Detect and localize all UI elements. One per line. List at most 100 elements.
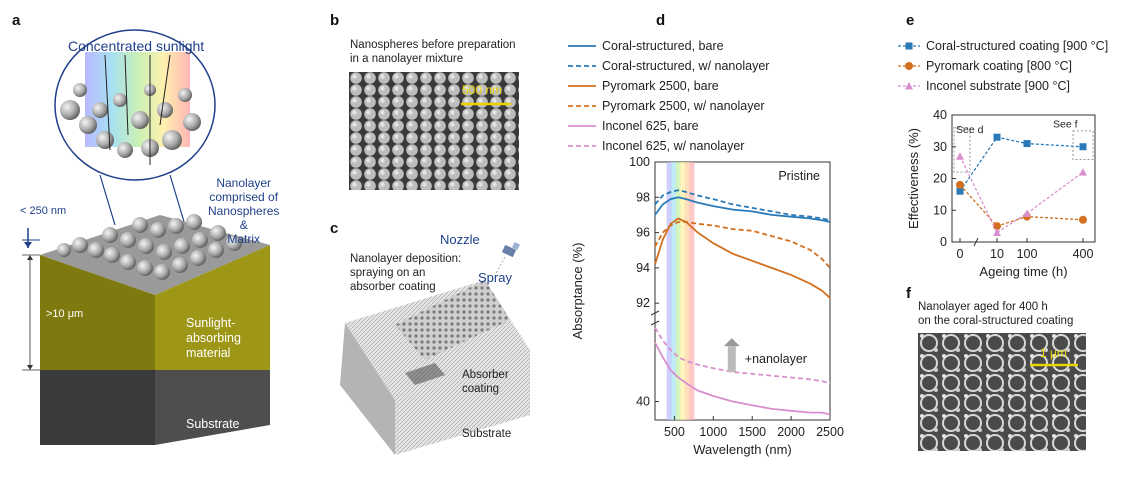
y-tick-label-e-0: 0 <box>940 235 947 249</box>
y-tick-label-d-2: 92 <box>636 296 650 310</box>
panel-c-caption-line1: Nanolayer deposition: <box>350 253 462 265</box>
see-d-box <box>953 127 971 173</box>
substrate-label-a: Substrate <box>186 417 240 431</box>
absorber-label-line2: coating <box>462 383 500 395</box>
panel-f-caption-line1: Nanolayer aged for 400 h <box>918 301 1048 313</box>
nozzle-label: Nozzle <box>440 232 480 247</box>
nanolayer-label-line4: & <box>239 218 248 232</box>
coating-side <box>395 350 530 455</box>
panel-letter-c: c <box>330 220 339 237</box>
legend-label-2: Pyromark 2500, bare <box>602 79 719 93</box>
absorber-label-line1: Absorber <box>462 369 509 381</box>
x-tick-label-d-1: 1000 <box>699 425 727 439</box>
light-rays <box>104 54 171 165</box>
nanolayer-label-line1: Nanolayer <box>216 176 272 190</box>
see-f-box <box>1072 130 1094 160</box>
x-tick-label-e-2: 100 <box>1017 247 1038 261</box>
visible-band-strip-3 <box>680 162 686 420</box>
series-e-point-0-0 <box>956 187 964 195</box>
series-e-line-0 <box>959 136 1084 192</box>
y-tick-label-e-3: 30 <box>933 140 947 154</box>
series-line-0 <box>654 196 831 223</box>
x-tick-label-e-1: 10 <box>990 247 1004 261</box>
panel-c-caption: Nanolayer deposition: spraying on an abs… <box>350 252 461 294</box>
legend-e-label-1: Pyromark coating [800 °C] <box>926 59 1072 73</box>
effectiveness-chart: Coral-structured coating [900 °C] Pyromar… <box>898 39 1108 279</box>
y-axis-label-e: Effectiveness (%) <box>906 128 921 229</box>
thickness-large-label: >10 μm <box>46 308 84 320</box>
scalebar-f-label: 1 μm <box>1040 346 1067 360</box>
nanolayer-label: Nanolayer comprised of Nanospheres & Mat… <box>208 176 279 246</box>
panel-letter-a: a <box>12 12 21 29</box>
material-label-line1: Sunlight- <box>186 316 236 330</box>
y-tick-label-d-0: 40 <box>636 395 650 409</box>
y-tick-label-e-2: 20 <box>933 172 947 186</box>
see-d-annotation: See d <box>956 124 984 136</box>
series-e-line-1 <box>959 184 1084 227</box>
x-axis-break-e <box>973 237 979 247</box>
axis-break-2 <box>650 320 660 326</box>
y-tick-label-d-3: 94 <box>636 261 650 275</box>
x-tick-label-d-3: 2000 <box>777 425 805 439</box>
nanolayer-label-line2: comprised of <box>209 190 279 204</box>
series-e-point-1-0 <box>956 180 964 189</box>
visible-band-strip-2 <box>675 162 681 420</box>
series-e-point-1-3 <box>1079 215 1087 224</box>
series-e-point-0-3 <box>1079 143 1087 151</box>
scalebar-b-label: 500 nm <box>462 83 503 97</box>
panel-letter-e: e <box>906 12 915 29</box>
sunlight-label: Concentrated sunlight <box>68 38 205 54</box>
sprayed-nanolayer <box>395 280 510 360</box>
legend-e-marker-1 <box>905 62 913 70</box>
nanolayer-arrow-shaft <box>727 346 736 372</box>
series-line-3 <box>654 221 831 269</box>
nozzle-icon <box>501 242 520 258</box>
panel-b-caption-line1: Nanospheres before preparation <box>350 39 516 51</box>
axis-break-1 <box>650 310 660 316</box>
block-front-material <box>40 255 155 370</box>
x-tick-label-e-3: 400 <box>1073 247 1094 261</box>
legend-e-marker-0 <box>905 42 913 50</box>
x-tick-label-d-0: 500 <box>664 425 685 439</box>
absorptance-chart: Coral-structured, bare Coral-structured, … <box>568 39 844 457</box>
x-tick-label-d-4: 2500 <box>816 425 844 439</box>
series-line-5 <box>654 327 831 384</box>
visible-band-strip-1 <box>671 162 677 420</box>
series-e-point-0-2 <box>1023 140 1031 148</box>
series-line-2 <box>654 217 831 299</box>
visible-band-strip-0 <box>666 162 672 420</box>
panel-f-caption-line2: on the coral-structured coating <box>918 315 1074 327</box>
legend-e-label-0: Coral-structured coating [900 °C] <box>926 39 1108 53</box>
panel-a-illustration <box>22 29 270 445</box>
series-line-4 <box>654 342 831 416</box>
panel-b-caption-line2: in a nanolayer mixture <box>350 53 464 65</box>
material-label: Sunlight- absorbing material <box>186 316 241 361</box>
panel-b-caption: Nanospheres before preparation in a nano… <box>350 38 516 66</box>
nanolayer-arrow-head <box>723 338 740 347</box>
y-tick-label-d-6: 100 <box>629 155 650 169</box>
see-f-annotation: See f <box>1053 119 1078 131</box>
aged-nanolayer-micrograph <box>918 333 1086 451</box>
spray-label: Spray <box>478 270 512 285</box>
material-label-line3: material <box>186 346 231 360</box>
y-axis-label-d: Absorptance (%) <box>570 243 585 340</box>
y-tick-label-d-5: 98 <box>636 190 650 204</box>
nanolayer-arrow-label: +nanolayer <box>745 352 807 366</box>
x-axis-label-d: Wavelength (nm) <box>693 442 792 457</box>
coating-front <box>340 323 395 455</box>
y-tick-label-d-4: 96 <box>636 226 650 240</box>
y-tick-label-e-1: 10 <box>933 203 947 217</box>
panel-letter-f: f <box>906 285 911 302</box>
legend-e-marker-2 <box>905 82 913 90</box>
series-line-1 <box>654 189 831 222</box>
panel-c-caption-line3: absorber coating <box>350 281 436 293</box>
series-e-point-2-1 <box>993 228 1001 236</box>
panel-c-caption-line2: spraying on an <box>350 267 426 279</box>
material-label-line2: absorbing <box>186 331 241 345</box>
panel-letter-b: b <box>330 12 340 29</box>
panel-f-caption: Nanolayer aged for 400 h on the coral-st… <box>918 300 1073 328</box>
spray-illustration <box>340 242 530 455</box>
series-e-point-1-1 <box>993 222 1001 231</box>
series-e-line-2 <box>959 156 1084 234</box>
substrate-label-c: Substrate <box>462 428 512 440</box>
